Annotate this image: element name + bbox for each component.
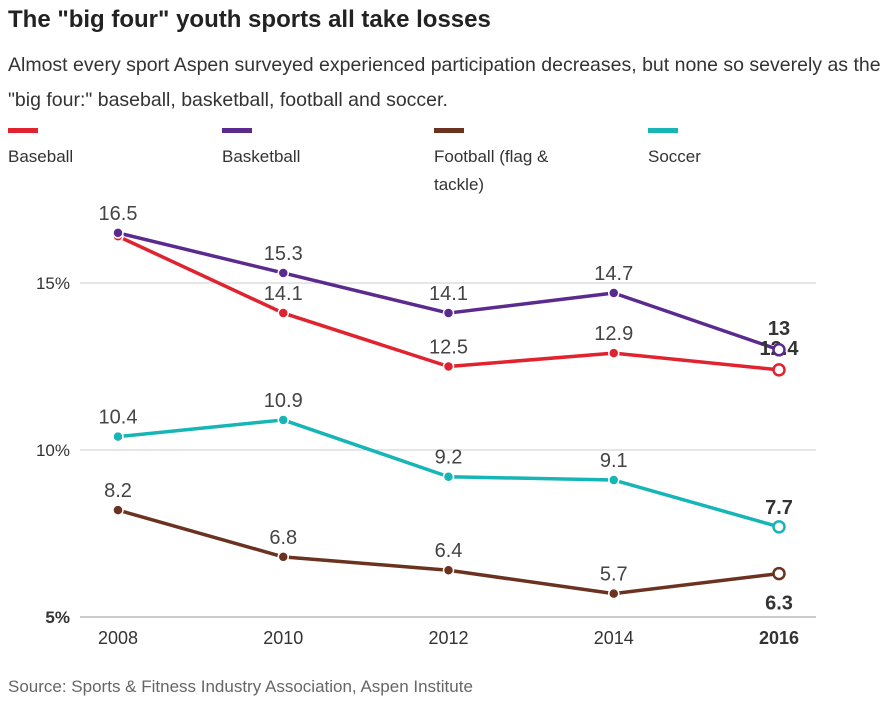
data-label: 9.2	[435, 447, 463, 469]
data-point	[772, 363, 786, 377]
data-label: 14.7	[594, 263, 633, 285]
y-tick-label: 5%	[45, 608, 70, 627]
data-point	[608, 347, 620, 359]
data-point	[277, 414, 289, 426]
x-tick-label: 2014	[594, 628, 634, 648]
source-note: Source: Sports & Fitness Industry Associ…	[8, 677, 473, 696]
data-point	[442, 470, 455, 483]
data-point	[442, 360, 455, 373]
data-label: 13	[768, 318, 790, 340]
data-point	[277, 267, 289, 279]
data-label: 7.7	[765, 497, 793, 519]
data-point	[442, 307, 455, 319]
legend-swatch	[222, 128, 252, 133]
data-point	[772, 343, 786, 357]
x-tick-label: 2010	[263, 628, 303, 648]
data-label: 14.1	[429, 283, 468, 305]
data-point	[277, 551, 289, 563]
data-label: 8.2	[104, 480, 132, 502]
data-label: 10.9	[264, 390, 303, 412]
data-label: 15.3	[264, 243, 303, 265]
legend-item-football: Football (flag & tackle)	[434, 128, 594, 199]
data-label: 6.3	[765, 593, 793, 615]
data-label: 6.4	[435, 540, 463, 562]
legend-item-soccer: Soccer	[648, 128, 848, 171]
data-point	[277, 307, 289, 319]
legend-label: Baseball	[8, 147, 74, 166]
data-label: 12.9	[594, 323, 633, 345]
data-label: 6.8	[269, 527, 297, 549]
x-tick-label: 2012	[428, 628, 468, 648]
data-point	[772, 520, 786, 534]
data-point	[112, 430, 124, 443]
data-label: 16.5	[99, 203, 138, 225]
legend-item-basketball: Basketball	[222, 128, 422, 171]
data-label: 14.1	[264, 283, 303, 305]
x-tick-label: 2008	[98, 628, 138, 648]
data-point	[112, 504, 124, 516]
data-label: 12.5	[429, 337, 468, 359]
legend-item-baseball: Baseball	[8, 128, 208, 171]
legend-swatch	[8, 128, 38, 133]
data-point	[112, 227, 124, 239]
chart-subtitle: Almost every sport Aspen surveyed experi…	[8, 54, 881, 111]
data-point	[442, 564, 455, 576]
legend-label: Basketball	[222, 147, 301, 166]
data-point	[608, 587, 620, 600]
y-tick-label: 15%	[36, 274, 70, 293]
legend-swatch	[434, 128, 464, 133]
legend-label: Football (flag & tackle)	[434, 147, 549, 194]
data-label: 5.7	[600, 564, 628, 586]
data-point	[608, 474, 620, 486]
data-label: 10.4	[99, 407, 138, 429]
x-tick-label: 2016	[759, 628, 799, 648]
legend-swatch	[648, 128, 678, 133]
chart-title: The "big four" youth sports all take los…	[8, 6, 491, 33]
data-label: 9.1	[600, 450, 628, 472]
data-point	[608, 287, 620, 299]
y-tick-label: 10%	[36, 441, 70, 460]
legend-label: Soccer	[648, 147, 701, 166]
data-point	[772, 566, 786, 581]
